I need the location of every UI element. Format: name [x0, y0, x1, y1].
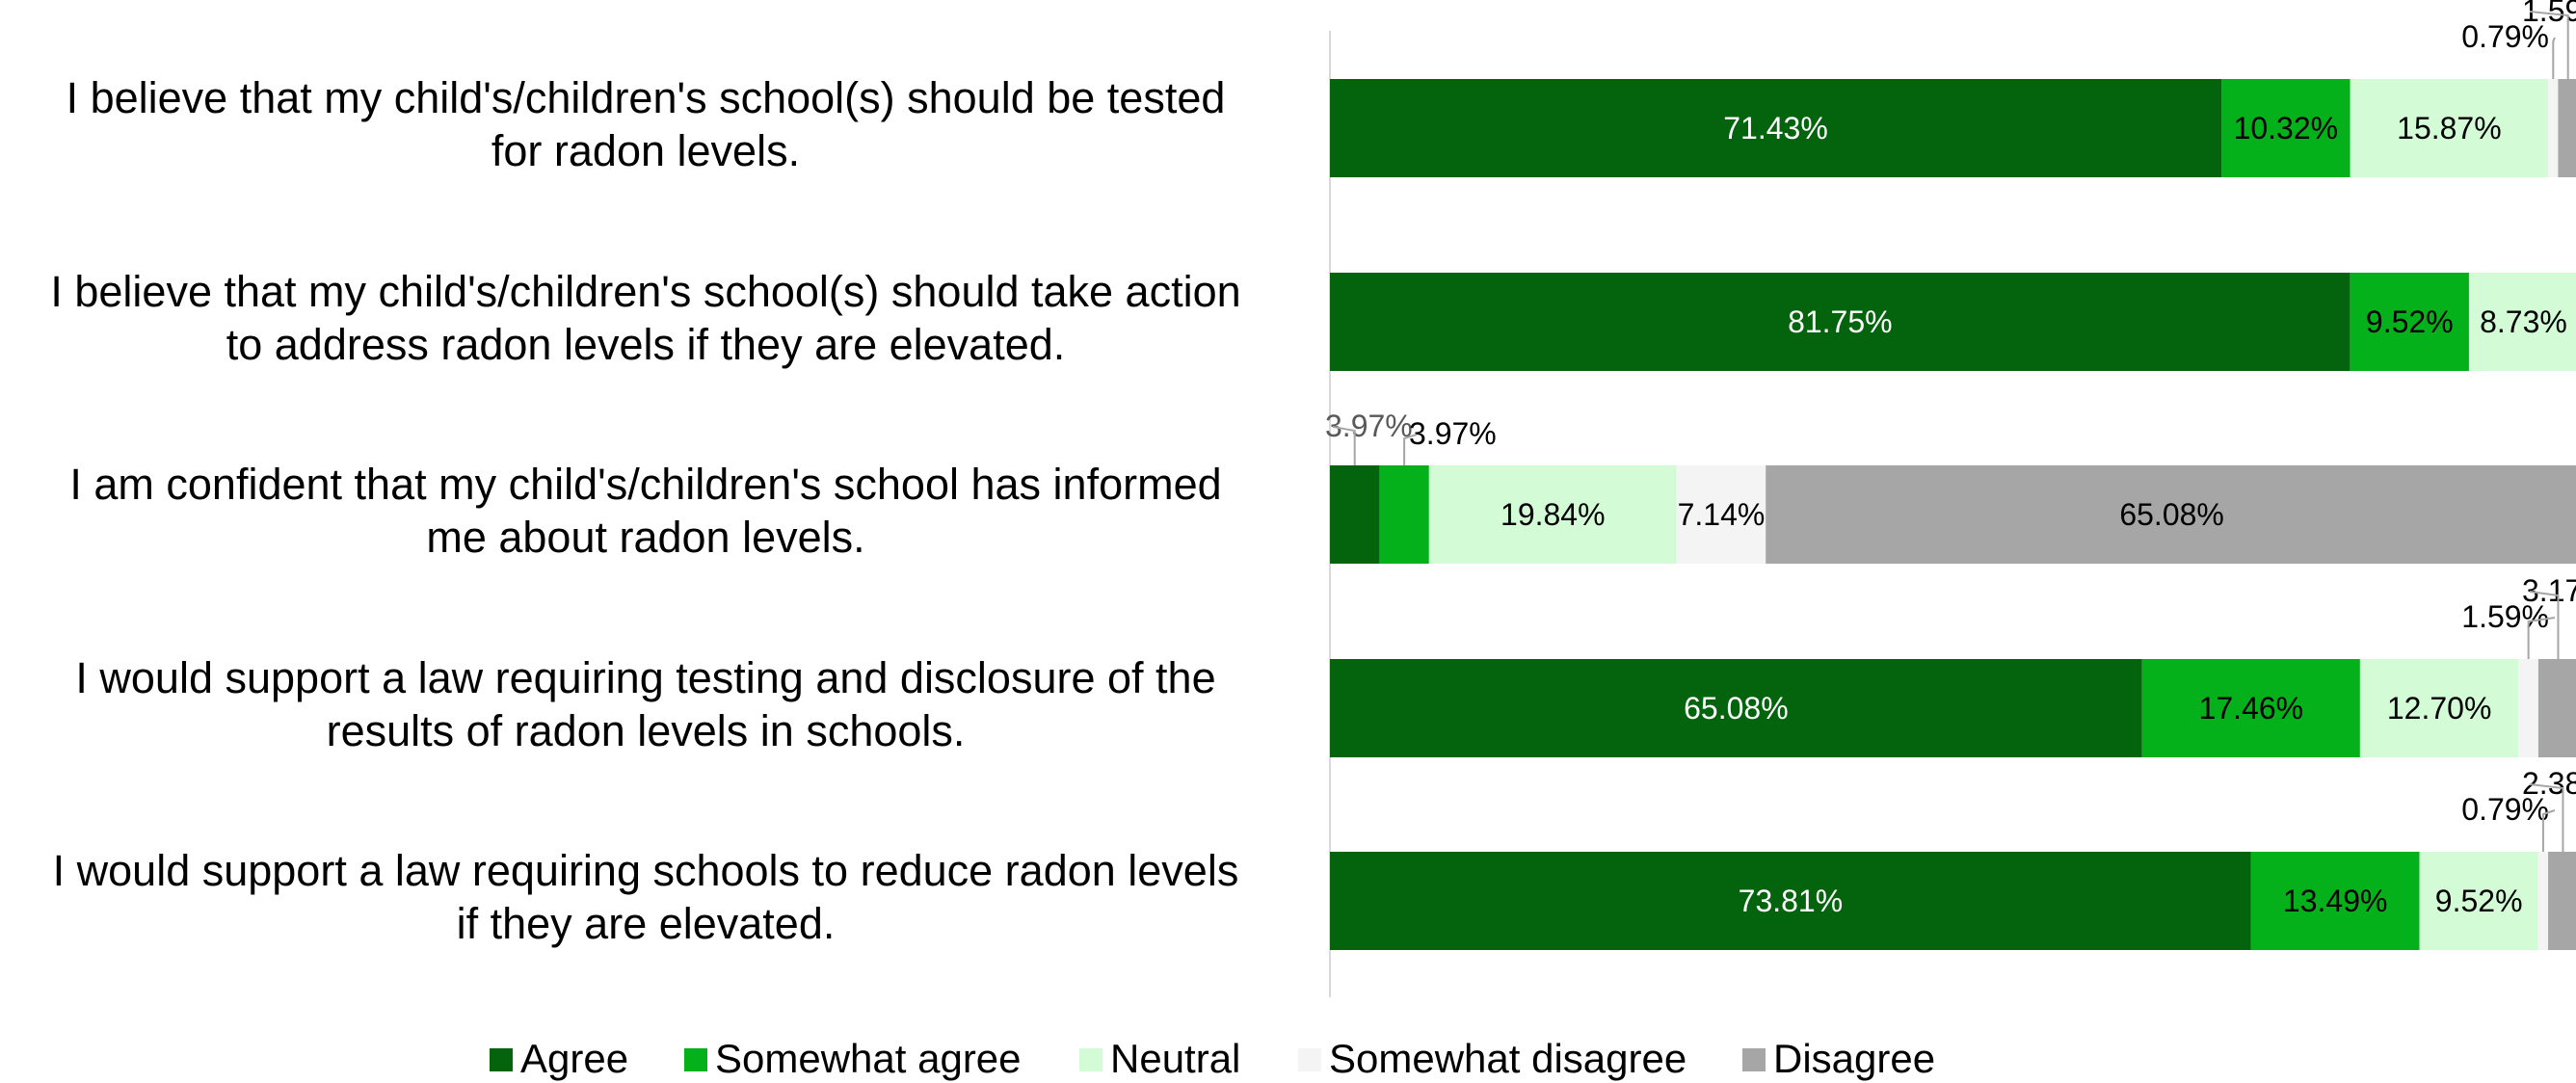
- callout-label: 3.97%: [1409, 416, 1497, 451]
- callout-leader-line: [2541, 809, 2556, 852]
- bar-segment-agree: [1330, 273, 2350, 371]
- bar-segments: [1330, 79, 2576, 950]
- callout-leader-line: [2552, 37, 2556, 79]
- data-label: 9.52%: [2366, 304, 2454, 339]
- data-label: 12.70%: [2387, 691, 2492, 726]
- legend-label: Somewhat agree: [715, 1036, 1022, 1081]
- data-label: 15.87%: [2397, 111, 2502, 145]
- data-label: 13.49%: [2283, 884, 2388, 918]
- bar-segment-somewhat-agree: [2350, 273, 2469, 371]
- bar-segment-somewhat-disagree: [1676, 465, 1766, 564]
- category-label: I would support a law requiring schools …: [53, 846, 1239, 948]
- data-label: 71.43%: [1723, 111, 1828, 145]
- legend-swatch: [490, 1048, 513, 1071]
- bar-segment-neutral: [2468, 273, 2576, 371]
- bar-segment-neutral: [2359, 659, 2519, 757]
- data-label: 65.08%: [2119, 497, 2224, 532]
- bar-segment-somewhat-agree: [2250, 852, 2420, 950]
- legend-item: Agree: [490, 1036, 628, 1081]
- legend-item: Somewhat agree: [684, 1036, 1022, 1081]
- category-label-line: I would support a law requiring testing …: [75, 653, 1215, 702]
- data-label: 19.84%: [1500, 497, 1606, 532]
- data-label: 65.08%: [1684, 691, 1789, 726]
- bar-segment-somewhat-agree: [2221, 79, 2350, 177]
- bar-segment-somewhat-disagree: [2518, 659, 2538, 757]
- category-label-line: me about radon levels.: [426, 513, 864, 562]
- callout-leader-line: [1332, 426, 1356, 465]
- category-label-line: I believe that my child's/children's sch…: [50, 267, 1240, 316]
- bar-segment-somewhat-agree: [1379, 465, 1429, 564]
- data-label: 81.75%: [1788, 304, 1893, 339]
- bar-segment-neutral: [2350, 79, 2549, 177]
- category-label: I believe that my child's/children's sch…: [66, 73, 1226, 175]
- legend-label: Somewhat disagree: [1329, 1036, 1686, 1081]
- callout-label: 0.79%: [2461, 19, 2549, 54]
- legend-swatch: [1298, 1048, 1321, 1071]
- category-label-line: to address radon levels if they are elev…: [226, 320, 1066, 369]
- data-label: 17.46%: [2199, 691, 2304, 726]
- callout-label: 2.38%: [2522, 766, 2576, 801]
- bar-segment-agree: [1330, 852, 2251, 950]
- data-label: 8.73%: [2480, 304, 2567, 339]
- category-label-line: results of radon levels in schools.: [327, 706, 966, 755]
- bar-segment-disagree: [1766, 465, 2576, 564]
- legend-label: Agree: [520, 1036, 628, 1081]
- bar-segment-neutral: [2419, 852, 2538, 950]
- data-label: 10.32%: [2234, 111, 2339, 145]
- callout-label: 3.17%: [2522, 573, 2576, 608]
- callout-leader-line: [2529, 11, 2569, 79]
- category-label: I believe that my child's/children's sch…: [50, 267, 1240, 369]
- legend-swatch: [1079, 1048, 1102, 1071]
- category-label: I would support a law requiring testing …: [75, 653, 1215, 755]
- bar-segment-disagree: [2558, 79, 2576, 177]
- bar-segment-agree: [1330, 659, 2142, 757]
- category-label-line: if they are elevated.: [457, 899, 836, 948]
- bar-segment-disagree: [2537, 659, 2576, 757]
- legend-item: Somewhat disagree: [1298, 1036, 1686, 1081]
- bar-segment-disagree: [2548, 852, 2576, 950]
- category-labels: I believe that my child's/children's sch…: [50, 73, 1240, 948]
- callout-leader-line: [1403, 434, 1418, 465]
- category-label-line: for radon levels.: [491, 126, 800, 175]
- legend-swatch: [684, 1048, 707, 1071]
- callout-leader-line: [2527, 617, 2556, 659]
- data-labels: 71.43% 10.32% 15.87% 81.75% 9.52% 8.73% 19.84%…: [1325, 0, 2576, 918]
- callout-leader-line: [2529, 591, 2560, 659]
- bar-segment-agree: [1330, 79, 2222, 177]
- bar-segment-neutral: [1428, 465, 1677, 564]
- legend-label: Disagree: [1773, 1036, 1935, 1081]
- bar-segment-agree: [1330, 465, 1380, 564]
- legend-swatch: [1742, 1048, 1766, 1071]
- legend-item: Neutral: [1079, 1036, 1240, 1081]
- data-label: 7.14%: [1678, 497, 1766, 532]
- callout-leader-line: [2529, 783, 2564, 852]
- category-label-line: I would support a law requiring schools …: [53, 846, 1239, 895]
- data-label: 9.52%: [2435, 884, 2523, 918]
- category-label-line: I believe that my child's/children's sch…: [66, 73, 1226, 122]
- legend-item: Disagree: [1742, 1036, 1935, 1081]
- legend: Agree Somewhat agree Neutral Somewhat disag…: [490, 1036, 1935, 1081]
- bar-segment-somewhat-disagree: [2537, 852, 2549, 950]
- category-label-line: I am confident that my child's/children'…: [69, 460, 1221, 509]
- bar-segment-somewhat-agree: [2141, 659, 2360, 757]
- callout-label: 1.59%: [2461, 599, 2549, 634]
- callout-label: 3.97%: [1325, 409, 1413, 443]
- data-label: 73.81%: [1739, 884, 1844, 918]
- legend-label: Neutral: [1110, 1036, 1240, 1081]
- bar-segment-somewhat-disagree: [2548, 79, 2559, 177]
- callout-label: 0.79%: [2461, 792, 2549, 827]
- category-label: I am confident that my child's/children'…: [69, 460, 1221, 562]
